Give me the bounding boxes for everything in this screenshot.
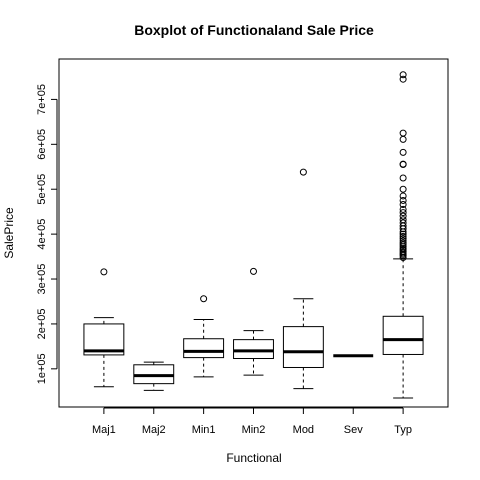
outlier-point (399, 219, 407, 227)
box-typ (382, 71, 424, 399)
y-tick-label: 2e+05 (36, 308, 48, 339)
x-axis: Maj1 Maj2 Min1 Min2 Mod Sev Typ (92, 407, 412, 436)
box-iqr (233, 339, 274, 360)
outlier-point (399, 185, 407, 193)
outlier-point (200, 295, 208, 303)
y-tick-label: 7e+05 (36, 84, 48, 115)
box-maj1 (83, 268, 125, 388)
box-maj2 (133, 361, 175, 391)
outlier-point (399, 129, 407, 137)
outlier-point (100, 268, 108, 276)
outlier-point (399, 75, 407, 83)
plot-frame (58, 58, 449, 408)
outlier-point (399, 209, 407, 217)
x-tick-label: Mod (293, 424, 314, 436)
y-axis: 1e+05 2e+05 3e+05 4e+05 5e+05 6e+05 7e+05 (36, 84, 58, 384)
x-tick-label: Min2 (242, 424, 266, 436)
y-tick-label: 3e+05 (36, 264, 48, 295)
box-iqr (282, 326, 324, 368)
x-tick-label: Maj2 (142, 424, 166, 436)
outlier-point (399, 205, 407, 213)
outlier-point (399, 135, 407, 143)
box-min2 (233, 267, 274, 376)
outlier-point (399, 235, 407, 243)
box-min1 (183, 295, 225, 378)
y-tick-label: 6e+05 (36, 129, 48, 160)
x-tick-label: Sev (344, 424, 363, 436)
boxes (83, 71, 424, 399)
box-iqr (183, 338, 225, 359)
chart-title: Boxplot of Functionaland Sale Price (134, 22, 374, 38)
outlier-point (399, 239, 407, 247)
x-axis-title: Functional (226, 451, 281, 465)
x-tick-label: Min1 (192, 424, 216, 436)
outlier-point (399, 71, 407, 79)
y-tick-label: 4e+05 (36, 219, 48, 250)
outlier-point (399, 200, 407, 208)
box-iqr (382, 315, 424, 355)
outlier-point (299, 168, 307, 176)
outlier-point (399, 230, 407, 238)
y-tick-label: 5e+05 (36, 174, 48, 205)
x-tick-label: Typ (394, 424, 412, 436)
outlier-point (399, 192, 407, 200)
y-axis-title: SalePrice (2, 207, 16, 259)
y-tick-label: 1e+05 (36, 353, 48, 384)
outlier-point (399, 232, 407, 240)
outlier-point (399, 196, 407, 204)
outlier-point (399, 174, 407, 182)
box-mod (282, 168, 324, 390)
outlier-point (250, 267, 257, 275)
outlier-point (399, 216, 407, 224)
outlier-point (399, 148, 407, 156)
outlier-point (399, 237, 407, 245)
outlier-point (399, 160, 407, 168)
outlier-point (399, 212, 407, 220)
x-tick-label: Maj1 (92, 424, 116, 436)
